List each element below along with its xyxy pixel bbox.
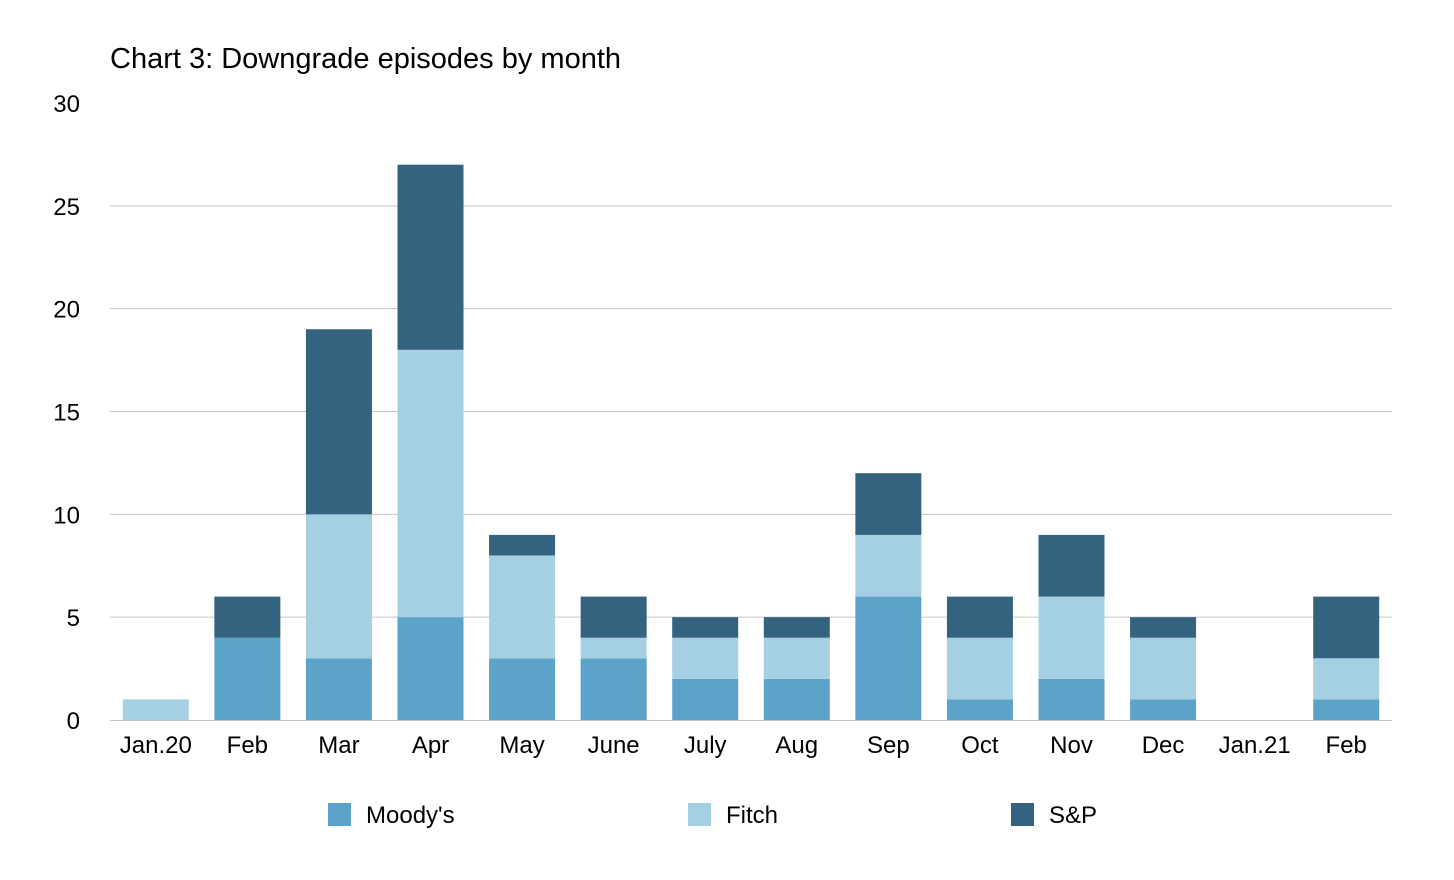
bar-segment-moody-s-8 [763, 678, 830, 720]
legend-swatch [1011, 803, 1034, 826]
bar-segment-fitch-9 [855, 534, 922, 597]
legend-label: Fitch [726, 802, 778, 829]
bar-segment-s-p-9 [855, 473, 922, 535]
bar-segment-moody-s-3 [305, 658, 372, 720]
chart-title: Chart 3: Downgrade episodes by month [110, 43, 621, 75]
bar-segment-moody-s-10 [946, 699, 1013, 720]
bar-segment-fitch-6 [580, 637, 647, 659]
y-tick-label: 30 [53, 91, 80, 118]
bar-segment-fitch-3 [305, 514, 372, 659]
bar-segment-s-p-3 [305, 329, 372, 515]
x-tick-label: May [499, 732, 544, 759]
x-tick-label: Jan.21 [1219, 732, 1291, 759]
x-tick-label: Apr [412, 732, 449, 759]
x-tick-label: Mar [318, 732, 359, 759]
bar-segment-moody-s-4 [397, 617, 464, 720]
y-tick-label: 15 [53, 400, 80, 427]
bar-segment-fitch-8 [763, 637, 830, 679]
x-tick-label: Nov [1050, 732, 1093, 759]
x-tick-label: Oct [961, 732, 999, 759]
bar-segment-s-p-12 [1130, 617, 1197, 638]
y-axis: 0 5 10 15 20 25 30 [53, 91, 80, 735]
legend-swatch [688, 803, 711, 826]
bar-segment-s-p-11 [1038, 534, 1105, 597]
x-tick-label: Jan.20 [120, 732, 192, 759]
bar-segment-moody-s-9 [855, 596, 922, 720]
x-tick-label: Feb [227, 732, 268, 759]
bar-segment-s-p-5 [489, 534, 556, 556]
legend: Moody's Fitch S&P [328, 802, 1097, 829]
bar-segment-fitch-1 [122, 699, 189, 720]
y-tick-label: 5 [67, 605, 80, 632]
x-axis: Jan.20 Feb Mar Apr May June July Aug Sep Oct Nov De… [120, 732, 1367, 759]
y-tick-label: 20 [53, 297, 80, 324]
gridlines [110, 205, 1392, 721]
bar-segment-s-p-7 [672, 617, 739, 638]
bar-segment-moody-s-6 [580, 658, 647, 720]
bar-segment-moody-s-14 [1313, 699, 1380, 720]
x-tick-label: Aug [775, 732, 818, 759]
x-tick-label: Dec [1142, 732, 1185, 759]
x-tick-label: Sep [867, 732, 910, 759]
bar-segment-fitch-7 [672, 637, 739, 679]
legend-swatch [328, 803, 351, 826]
bar-segment-moody-s-11 [1038, 678, 1105, 720]
x-tick-label: June [588, 732, 640, 759]
bar-segment-fitch-14 [1313, 658, 1380, 700]
bars [122, 164, 1380, 720]
y-tick-label: 25 [53, 194, 80, 221]
bar-segment-fitch-12 [1130, 637, 1197, 700]
bar-segment-fitch-10 [946, 637, 1013, 700]
y-tick-label: 10 [53, 502, 80, 529]
bar-segment-moody-s-2 [214, 637, 281, 720]
bar-segment-fitch-5 [489, 555, 556, 659]
bar-segment-moody-s-12 [1130, 699, 1197, 720]
bar-segment-fitch-11 [1038, 596, 1105, 679]
bar-segment-moody-s-5 [489, 658, 556, 720]
bar-segment-s-p-4 [397, 164, 464, 350]
bar-segment-s-p-8 [763, 617, 830, 638]
y-tick-label: 0 [67, 708, 80, 735]
bar-segment-fitch-4 [397, 349, 464, 618]
x-tick-label: July [684, 732, 727, 759]
bar-segment-s-p-14 [1313, 596, 1380, 659]
bar-segment-s-p-6 [580, 596, 647, 638]
x-tick-label: Feb [1326, 732, 1367, 759]
legend-label: S&P [1049, 802, 1097, 829]
legend-label: Moody's [366, 802, 455, 829]
bar-segment-s-p-10 [946, 596, 1013, 638]
bar-segment-moody-s-7 [672, 678, 739, 720]
bar-segment-s-p-2 [214, 596, 281, 638]
